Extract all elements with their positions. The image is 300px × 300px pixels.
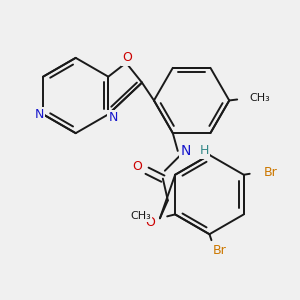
Text: O: O (145, 216, 155, 229)
Text: N: N (109, 111, 118, 124)
Text: O: O (122, 51, 132, 64)
Text: O: O (132, 160, 142, 173)
Text: CH₃: CH₃ (249, 94, 270, 103)
Text: CH₃: CH₃ (130, 212, 151, 221)
Text: H: H (200, 144, 209, 158)
Text: Br: Br (264, 166, 277, 179)
Text: N: N (34, 108, 44, 121)
Text: Br: Br (212, 244, 226, 256)
Text: N: N (181, 144, 191, 158)
